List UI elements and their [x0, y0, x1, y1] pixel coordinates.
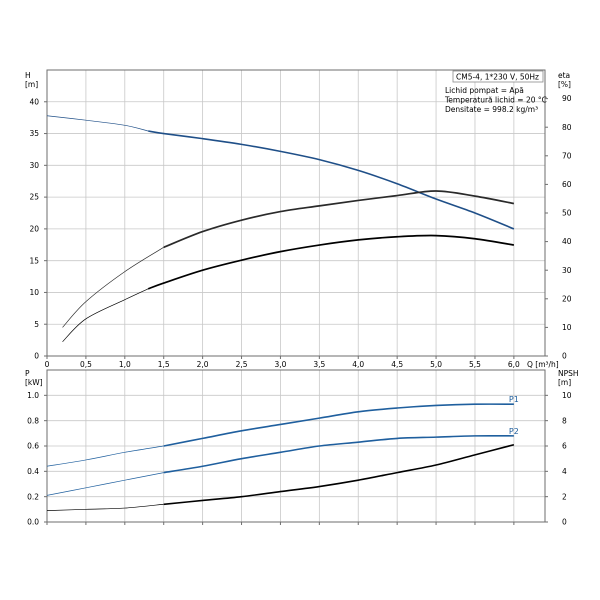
- y-right-tick-label: 30: [562, 266, 572, 275]
- fluid-info-line: Temperatură lichid = 20 °C: [444, 96, 547, 105]
- series-line: [148, 130, 515, 230]
- series-line: [147, 234, 515, 290]
- y-tick-label: 0.0: [27, 518, 39, 527]
- y-tick-label: 0: [34, 352, 39, 361]
- y-tick-label: 40: [29, 97, 39, 106]
- y-right-axis-label: NPSH: [558, 369, 579, 378]
- x-tick-label: 3,5: [313, 360, 325, 369]
- series-label: P1: [509, 395, 519, 404]
- fluid-info-line: Lichid pompat = Apă: [445, 86, 524, 95]
- series-line: [163, 190, 515, 249]
- y-tick-label: 0.8: [27, 416, 39, 425]
- series-line-extension: [62, 288, 149, 342]
- y-tick-label: 0.6: [27, 442, 39, 451]
- x-tick-label: 3,0: [274, 360, 286, 369]
- y-right-axis-unit: [m]: [558, 378, 571, 387]
- series-line-extension: [46, 115, 149, 132]
- y-right-tick-label: 80: [562, 123, 572, 132]
- series-line-extension: [46, 472, 164, 496]
- x-tick-label: 2,5: [236, 360, 248, 369]
- y-right-tick-label: 2: [562, 492, 567, 501]
- y-tick-label: 0.2: [27, 492, 39, 501]
- y-tick-label: 1.0: [27, 391, 39, 400]
- series-label: P2: [509, 427, 519, 436]
- y-right-tick-label: 60: [562, 180, 572, 189]
- x-tick-label: 0: [45, 360, 50, 369]
- head-efficiency-chart: 0 5 10 15 20 25 30 35 40 0 10 20 30 40 50 60 70 80 90 0 0,5 1…: [25, 69, 572, 369]
- y-tick-label: 15: [29, 256, 39, 265]
- series-line: [163, 403, 514, 447]
- y-right-tick-label: 0: [562, 352, 567, 361]
- x-tick-label: 1,5: [158, 360, 170, 369]
- y-right-tick-label: 40: [562, 237, 572, 246]
- x-tick-label: 1,0: [119, 360, 131, 369]
- y-right-tick-label: 8: [562, 416, 567, 425]
- power-npsh-chart: 0.0 0.2 0.4 0.6 0.8 1.0 0 2 4 6 8 10 P[kW] NPSH[m] P1 P…: [25, 369, 579, 527]
- y-tick-label: 20: [29, 224, 39, 233]
- y-axis-label: P: [25, 369, 30, 378]
- series-line: [163, 443, 515, 506]
- x-tick-label: 0,5: [80, 360, 92, 369]
- y-axis-unit: [kW]: [25, 378, 43, 387]
- y-right-tick-label: 0: [562, 518, 567, 527]
- series-line-extension: [46, 503, 164, 511]
- y-right-tick-label: 20: [562, 294, 572, 303]
- series-line: [163, 434, 514, 474]
- y-tick-label: 35: [29, 129, 39, 138]
- series-line-extension: [46, 445, 164, 467]
- y-tick-label: 30: [29, 161, 39, 170]
- x-tick-label: 5,0: [430, 360, 442, 369]
- y-right-tick-label: 70: [562, 151, 572, 160]
- y-right-tick-label: 6: [562, 442, 567, 451]
- y-axis-label: H: [25, 71, 31, 80]
- y-right-tick-label: 4: [562, 467, 567, 476]
- x-tick-label: 6,0: [508, 360, 520, 369]
- y-right-tick-label: 10: [562, 323, 572, 332]
- y-right-axis-unit: [%]: [558, 80, 571, 89]
- y-tick-label: 10: [29, 288, 39, 297]
- y-right-tick-label: 10: [562, 391, 572, 400]
- y-axis-unit: [m]: [25, 80, 38, 89]
- y-tick-label: 0.4: [27, 467, 39, 476]
- x-tick-label: 2,0: [197, 360, 209, 369]
- y-tick-label: 5: [34, 320, 39, 329]
- x-axis-label: Q [m³/h]: [527, 360, 559, 369]
- y-tick-label: 25: [29, 193, 39, 202]
- y-right-tick-label: 50: [562, 209, 572, 218]
- fluid-info-line: Densitate = 998.2 kg/m³: [445, 105, 538, 114]
- model-box: [452, 70, 544, 83]
- x-tick-label: 4,5: [391, 360, 403, 369]
- y-right-tick-label: 90: [562, 94, 572, 103]
- series-line-extension: [62, 247, 164, 328]
- x-tick-label: 5,5: [469, 360, 481, 369]
- y-right-axis-label: eta: [558, 71, 570, 80]
- model-text: CM5-4, 1*230 V, 50Hz: [456, 72, 539, 81]
- x-tick-label: 4,0: [352, 360, 364, 369]
